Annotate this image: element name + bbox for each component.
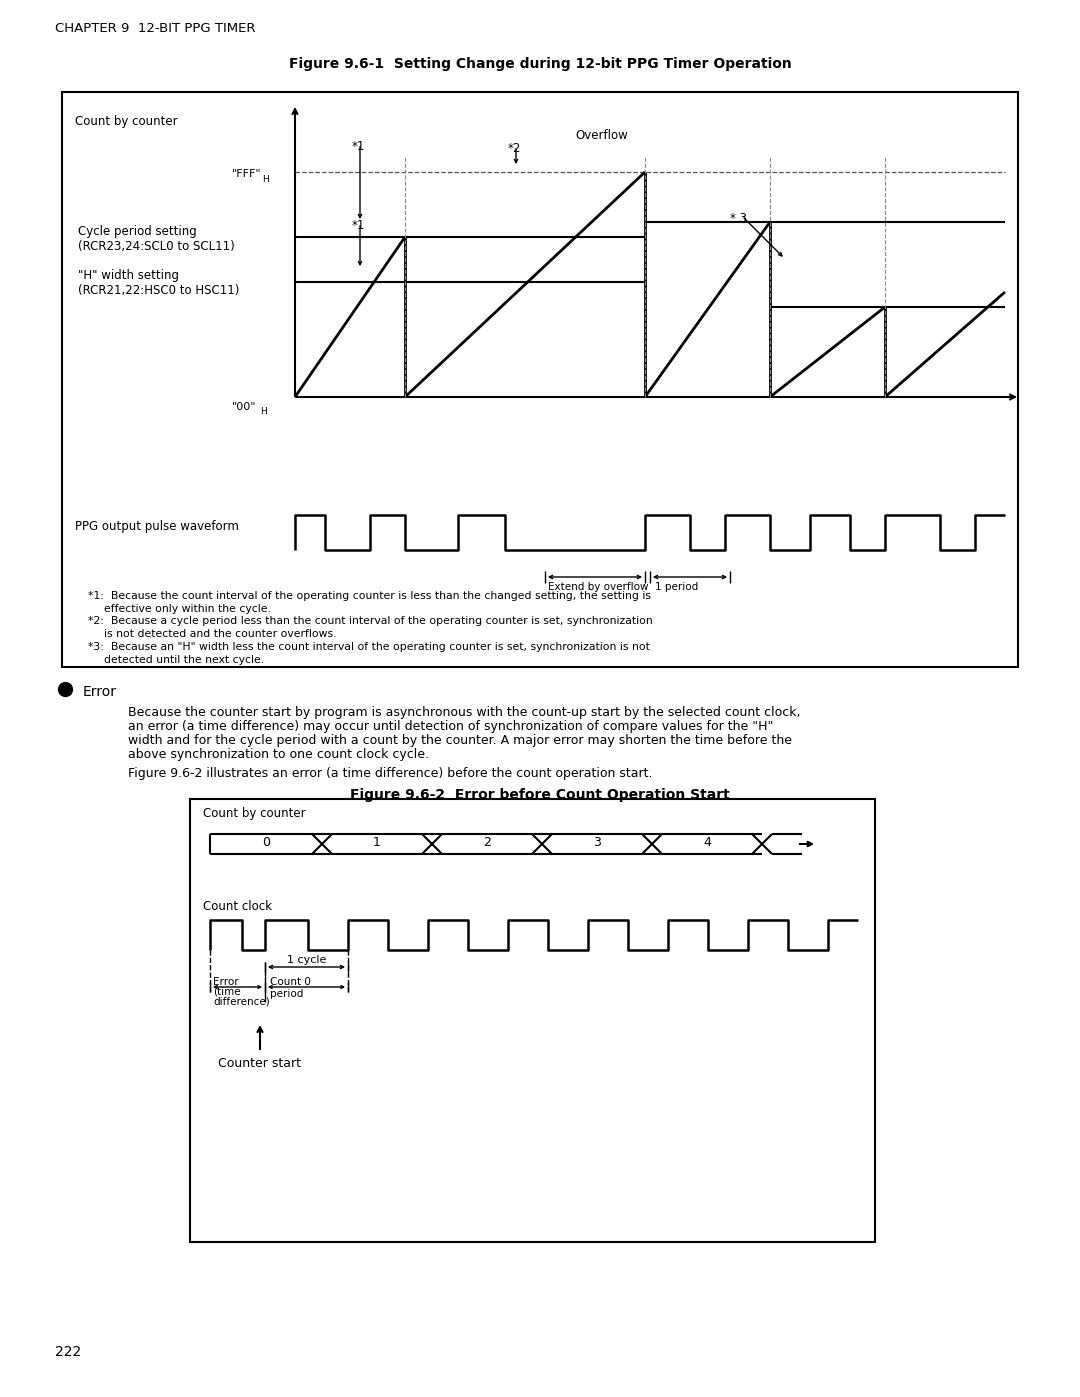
- Text: Error: Error: [83, 685, 117, 698]
- Text: is not detected and the counter overflows.: is not detected and the counter overflow…: [104, 629, 337, 638]
- Text: above synchronization to one count clock cycle.: above synchronization to one count clock…: [129, 747, 429, 761]
- Text: 2: 2: [483, 835, 491, 848]
- Text: *2: *2: [508, 142, 522, 155]
- Text: detected until the next cycle.: detected until the next cycle.: [104, 655, 265, 665]
- Text: Error: Error: [213, 977, 239, 988]
- Text: effective only within the cycle.: effective only within the cycle.: [104, 604, 271, 615]
- Text: Counter start: Counter start: [218, 1058, 301, 1070]
- Text: 3: 3: [593, 835, 600, 848]
- Text: H: H: [262, 175, 269, 184]
- Text: 4: 4: [703, 835, 711, 848]
- Text: an error (a time difference) may occur until detection of synchronization of com: an error (a time difference) may occur u…: [129, 719, 773, 733]
- Text: width and for the cycle period with a count by the counter. A major error may sh: width and for the cycle period with a co…: [129, 733, 792, 747]
- Text: 1: 1: [373, 835, 381, 848]
- Text: Count clock: Count clock: [203, 900, 272, 914]
- Text: "H" width setting: "H" width setting: [78, 270, 179, 282]
- Text: * 3: * 3: [730, 212, 747, 225]
- Text: Extend by overflow: Extend by overflow: [548, 583, 648, 592]
- Text: "00": "00": [232, 402, 257, 412]
- Text: *1: *1: [352, 219, 365, 232]
- Text: Figure 9.6-2 illustrates an error (a time difference) before the count operation: Figure 9.6-2 illustrates an error (a tim…: [129, 767, 652, 780]
- Text: (RCR21,22:HSC0 to HSC11): (RCR21,22:HSC0 to HSC11): [78, 284, 240, 298]
- Text: Cycle period setting: Cycle period setting: [78, 225, 197, 237]
- Text: 222: 222: [55, 1345, 81, 1359]
- Text: CHAPTER 9  12-BIT PPG TIMER: CHAPTER 9 12-BIT PPG TIMER: [55, 22, 256, 35]
- Text: 1 cycle: 1 cycle: [287, 956, 326, 965]
- Text: *2:  Because a cycle period less than the count interval of the operating counte: *2: Because a cycle period less than the…: [87, 616, 652, 626]
- Bar: [190, 799, 875, 1242]
- Text: PPG output pulse waveform: PPG output pulse waveform: [75, 520, 239, 534]
- Text: "FFF": "FFF": [232, 169, 261, 179]
- Text: difference): difference): [213, 997, 270, 1007]
- Text: H: H: [260, 407, 267, 416]
- Text: 0: 0: [262, 835, 270, 848]
- Text: *1:  Because the count interval of the operating counter is less than the change: *1: Because the count interval of the op…: [87, 591, 651, 601]
- Text: Count by counter: Count by counter: [203, 807, 306, 820]
- Text: 1 period: 1 period: [654, 583, 699, 592]
- Text: Overflow: Overflow: [575, 129, 627, 142]
- Text: *3:  Because an "H" width less the count interval of the operating counter is se: *3: Because an "H" width less the count …: [87, 643, 650, 652]
- Text: (RCR23,24:SCL0 to SCL11): (RCR23,24:SCL0 to SCL11): [78, 240, 234, 253]
- Text: Count by counter: Count by counter: [75, 115, 177, 129]
- Text: (time: (time: [213, 988, 241, 997]
- Bar: [62, 92, 1018, 666]
- Text: *1: *1: [352, 140, 365, 154]
- Text: Count 0: Count 0: [270, 977, 311, 988]
- Text: Figure 9.6-2  Error before Count Operation Start: Figure 9.6-2 Error before Count Operatio…: [350, 788, 730, 802]
- Text: period: period: [270, 989, 303, 999]
- Text: Because the counter start by program is asynchronous with the count-up start by : Because the counter start by program is …: [129, 705, 800, 719]
- Text: Figure 9.6-1  Setting Change during 12-bit PPG Timer Operation: Figure 9.6-1 Setting Change during 12-bi…: [288, 57, 792, 71]
